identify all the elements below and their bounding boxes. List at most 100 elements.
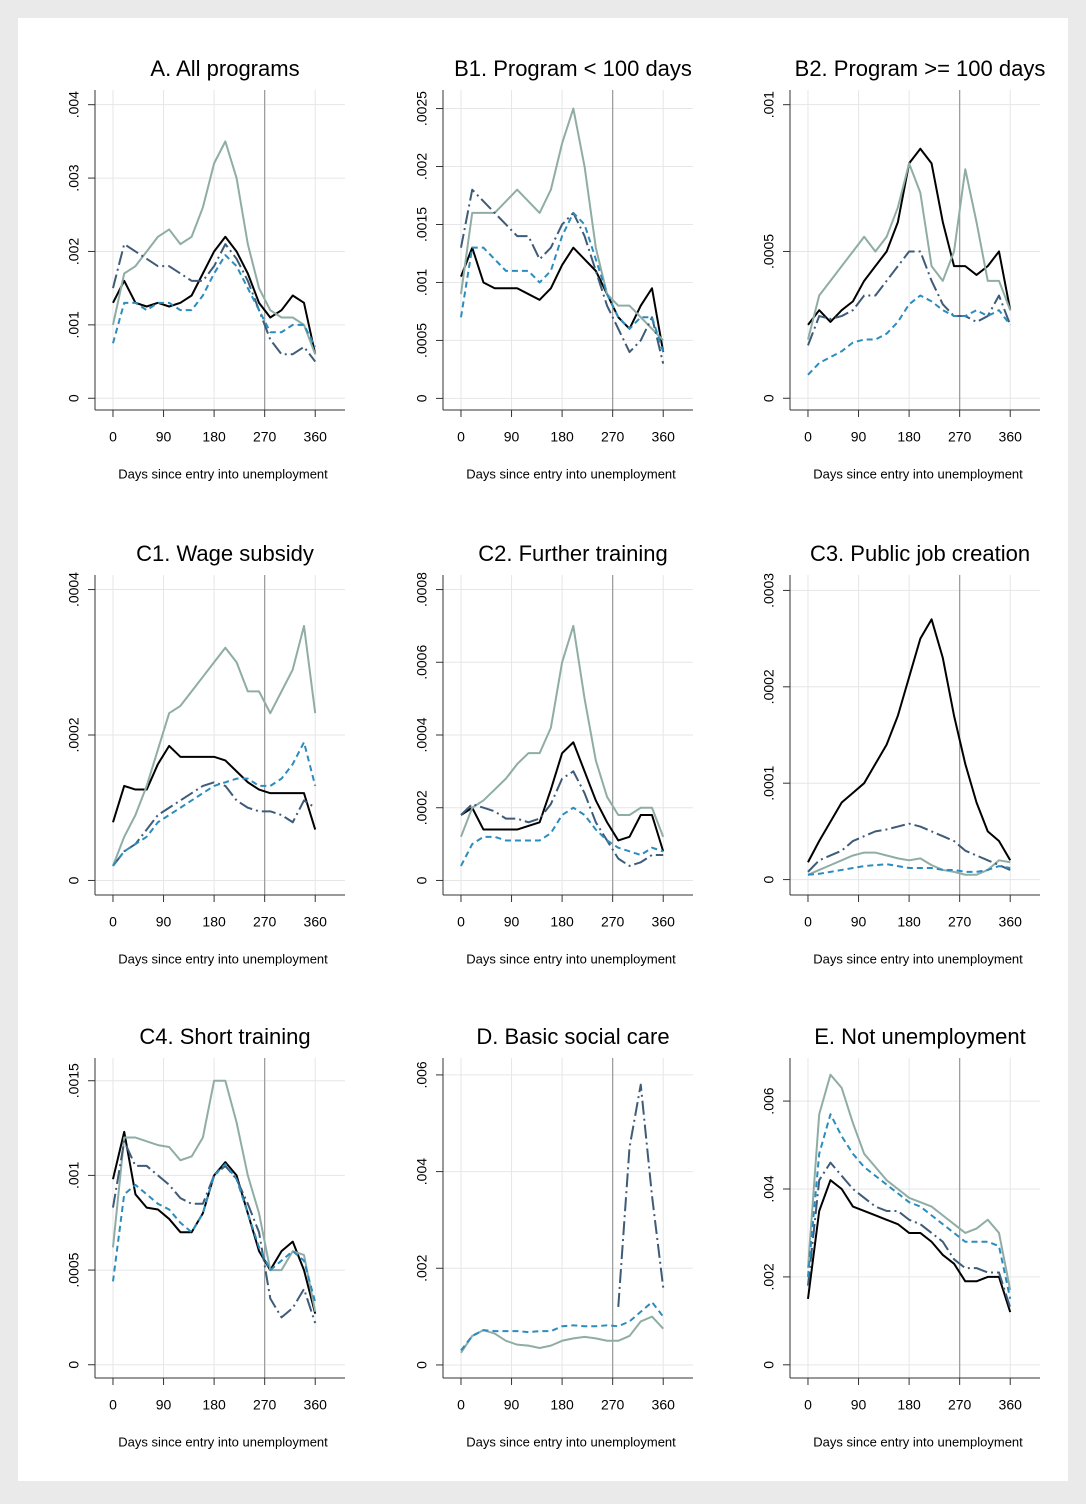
series-line	[807, 162, 1012, 340]
y-tick-label: .004	[414, 1158, 430, 1185]
panel-title: B2. Program >= 100 days	[795, 56, 1046, 81]
series-line	[112, 624, 317, 867]
x-tick-label: 0	[457, 1397, 465, 1413]
x-tick-label: 180	[202, 1397, 226, 1413]
y-tick-label: 0	[414, 394, 430, 402]
x-tick-label: 360	[999, 429, 1023, 445]
x-axis-title: Days since entry into unemployment	[466, 1434, 676, 1449]
x-tick-label: 180	[550, 914, 574, 930]
y-tick-label: .001	[66, 1162, 82, 1189]
series-line	[460, 624, 665, 838]
series-line	[112, 781, 316, 867]
x-tick-label: 360	[652, 1397, 676, 1413]
y-tick-label: 0	[66, 394, 82, 402]
y-tick-label: .002	[761, 1263, 777, 1290]
y-tick-label: 0	[761, 394, 777, 402]
panel-title: B1. Program < 100 days	[454, 56, 692, 81]
series-line	[806, 1161, 1012, 1308]
y-tick-label: .004	[66, 91, 82, 118]
y-tick-label: .002	[414, 1254, 430, 1281]
x-tick-label: 0	[804, 429, 812, 445]
series-line	[807, 863, 1011, 876]
x-tick-label: 270	[601, 914, 625, 930]
x-tick-label: 180	[550, 1397, 574, 1413]
panel-title: C4. Short training	[139, 1024, 310, 1049]
x-tick-label: 90	[156, 429, 172, 445]
series-line	[460, 1315, 664, 1354]
series-line	[112, 243, 317, 363]
y-tick-label: .006	[761, 1087, 777, 1114]
x-tick-label: 360	[999, 1397, 1023, 1413]
panel-title: A. All programs	[150, 56, 299, 81]
y-tick-label: .0015	[414, 207, 430, 242]
x-tick-label: 270	[601, 1397, 625, 1413]
x-tick-label: 270	[948, 1397, 972, 1413]
x-tick-label: 0	[109, 1397, 117, 1413]
x-axis-title: Days since entry into unemployment	[813, 951, 1023, 966]
series-line	[617, 1083, 665, 1308]
x-tick-label: 90	[851, 914, 867, 930]
series-line	[112, 254, 317, 348]
x-tick-label: 360	[304, 914, 328, 930]
x-axis-title: Days since entry into unemployment	[466, 951, 676, 966]
y-tick-label: 0	[414, 1361, 430, 1369]
series-line	[111, 1079, 317, 1312]
x-tick-label: 0	[109, 429, 117, 445]
series-line	[460, 770, 664, 867]
series-line	[807, 618, 1012, 863]
x-tick-label: 270	[253, 914, 277, 930]
x-tick-label: 270	[253, 429, 277, 445]
series-line	[112, 235, 317, 355]
x-tick-label: 270	[253, 1397, 277, 1413]
x-tick-label: 0	[109, 914, 117, 930]
series-line	[460, 1301, 665, 1352]
x-tick-label: 90	[504, 429, 520, 445]
panel-title: C2. Further training	[478, 541, 668, 566]
series-line	[807, 294, 1012, 376]
x-tick-label: 180	[897, 914, 921, 930]
x-tick-label: 270	[948, 914, 972, 930]
series-line	[111, 1163, 317, 1303]
panel-title: D. Basic social care	[476, 1024, 669, 1049]
y-tick-label: .0008	[414, 572, 430, 607]
x-axis-title: Days since entry into unemployment	[813, 466, 1023, 481]
x-tick-label: 90	[851, 1397, 867, 1413]
x-axis-title: Days since entry into unemployment	[118, 951, 328, 966]
y-tick-label: .0025	[414, 91, 430, 126]
x-tick-label: 180	[897, 429, 921, 445]
x-tick-label: 90	[156, 914, 172, 930]
y-tick-label: 0	[761, 875, 777, 883]
figure-background	[18, 18, 1068, 1481]
y-tick-label: .0002	[414, 790, 430, 825]
x-tick-label: 90	[851, 429, 867, 445]
y-tick-label: .0001	[761, 765, 777, 800]
y-tick-label: .0002	[66, 717, 82, 752]
x-axis-title: Days since entry into unemployment	[466, 466, 676, 481]
series-line	[807, 851, 1011, 876]
x-axis-title: Days since entry into unemployment	[118, 1434, 328, 1449]
panel-title: C3. Public job creation	[810, 541, 1030, 566]
series-line	[459, 188, 665, 364]
y-tick-label: .0003	[761, 573, 777, 608]
x-tick-label: 90	[504, 1397, 520, 1413]
x-tick-label: 0	[457, 914, 465, 930]
series-line	[460, 806, 664, 867]
y-tick-label: .0004	[66, 572, 82, 607]
y-tick-label: 0	[761, 1361, 777, 1369]
series-line	[112, 1130, 317, 1314]
series-line	[806, 1179, 1012, 1313]
series-line	[459, 211, 665, 353]
series-line	[112, 140, 317, 355]
x-tick-label: 180	[202, 914, 226, 930]
x-tick-label: 360	[304, 1397, 328, 1413]
y-tick-label: .006	[414, 1061, 430, 1088]
y-tick-label: 0	[66, 1361, 82, 1369]
x-tick-label: 180	[550, 429, 574, 445]
x-tick-label: 0	[457, 429, 465, 445]
x-tick-label: 270	[601, 429, 625, 445]
y-tick-label: .0005	[66, 1252, 82, 1287]
series-line	[806, 1113, 1012, 1300]
x-tick-label: 0	[804, 914, 812, 930]
